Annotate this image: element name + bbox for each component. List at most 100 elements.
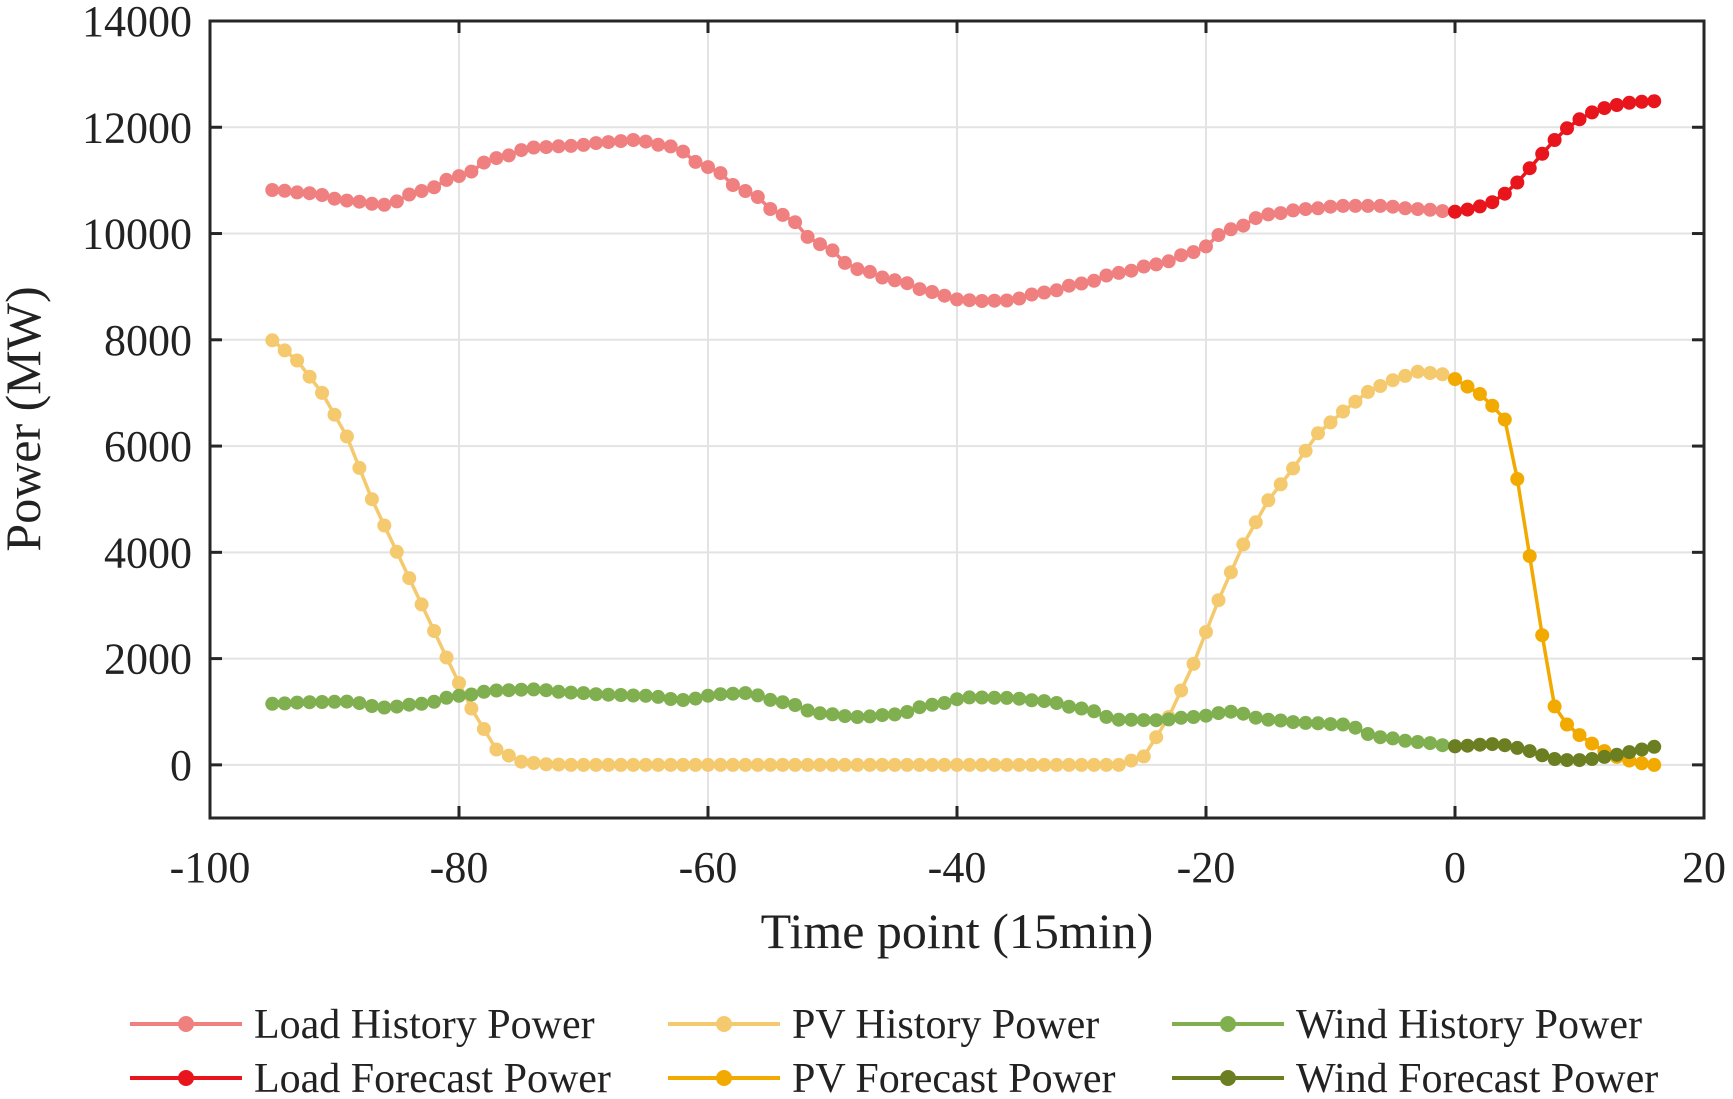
y-tick-label: 14000	[82, 0, 192, 46]
data-point	[1323, 415, 1338, 430]
data-point	[1535, 628, 1550, 643]
data-point	[1622, 745, 1637, 760]
data-point	[613, 134, 628, 149]
data-point	[1535, 748, 1550, 763]
data-point	[339, 193, 354, 208]
data-point	[813, 237, 827, 252]
data-point	[651, 757, 666, 772]
data-point	[1186, 710, 1201, 724]
data-point	[788, 757, 803, 772]
data-point	[364, 492, 379, 507]
data-point	[900, 757, 915, 772]
data-point	[339, 429, 354, 444]
data-point	[1024, 693, 1039, 708]
data-point	[862, 757, 877, 772]
data-point	[327, 694, 342, 709]
data-point	[850, 710, 865, 724]
data-point	[1087, 757, 1101, 772]
legend-label: Load Forecast Power	[254, 1056, 611, 1099]
data-point	[750, 190, 765, 204]
data-point	[1360, 727, 1375, 741]
data-point	[1136, 749, 1151, 764]
data-point	[974, 757, 989, 772]
data-point	[327, 407, 342, 422]
data-point	[1522, 549, 1537, 564]
series-layer	[265, 94, 1662, 772]
data-point	[1211, 228, 1226, 242]
data-point	[626, 688, 641, 703]
data-point	[1236, 706, 1251, 721]
data-point	[514, 682, 529, 697]
data-point	[402, 697, 417, 712]
data-point	[1647, 757, 1662, 772]
data-point	[1273, 206, 1288, 221]
data-point	[265, 183, 280, 197]
data-point	[564, 757, 578, 772]
data-point	[377, 197, 392, 212]
data-point	[576, 137, 591, 152]
data-point	[1174, 683, 1189, 698]
data-point	[526, 682, 541, 697]
data-point	[962, 690, 977, 705]
data-point	[265, 333, 280, 348]
data-point	[1298, 715, 1313, 730]
data-point	[1585, 105, 1599, 120]
data-point	[1585, 736, 1599, 751]
data-point	[638, 134, 653, 149]
x-tick-label: -20	[1177, 843, 1236, 892]
data-point	[937, 696, 952, 710]
data-point	[974, 690, 989, 705]
data-point	[1049, 696, 1064, 710]
data-point	[713, 687, 728, 702]
data-point	[551, 139, 566, 154]
data-point	[912, 700, 927, 715]
data-point	[1062, 278, 1076, 293]
data-point	[464, 164, 479, 179]
data-point	[526, 756, 541, 770]
data-point	[377, 700, 392, 715]
data-point	[539, 140, 554, 155]
data-point	[1161, 254, 1176, 269]
data-point	[1485, 737, 1500, 752]
data-point	[1348, 394, 1363, 409]
data-point	[1087, 273, 1101, 288]
y-tick-label: 8000	[104, 316, 192, 365]
data-point	[638, 757, 653, 772]
data-point	[1248, 710, 1263, 725]
data-point	[1410, 735, 1425, 749]
data-point	[1560, 717, 1574, 732]
data-point	[701, 688, 715, 703]
data-point	[1024, 757, 1039, 772]
data-point	[1634, 756, 1649, 771]
series-line	[272, 138, 1456, 303]
data-point	[1336, 404, 1350, 419]
data-point	[452, 688, 466, 703]
data-point	[439, 172, 454, 187]
data-point	[987, 690, 1002, 705]
data-point	[352, 696, 367, 711]
data-point	[589, 687, 603, 702]
data-point	[1398, 201, 1413, 216]
data-point	[352, 460, 367, 475]
legend-item: PV Forecast Power	[668, 1056, 1116, 1099]
data-point	[1572, 753, 1587, 768]
data-point	[850, 757, 865, 772]
data-point	[1236, 218, 1251, 233]
legend-marker	[716, 1070, 732, 1086]
data-point	[1472, 387, 1487, 401]
data-point	[688, 757, 703, 772]
data-point	[1373, 730, 1388, 745]
x-tick-label: -100	[170, 843, 251, 892]
data-point	[999, 757, 1014, 772]
data-point	[1472, 199, 1487, 214]
data-point	[875, 757, 890, 772]
data-point	[402, 187, 417, 202]
data-point	[1572, 112, 1587, 127]
legend-item: PV History Power	[668, 1002, 1099, 1048]
data-point	[464, 687, 479, 702]
data-point	[1012, 757, 1027, 772]
data-point	[1037, 694, 1052, 709]
data-point	[1049, 283, 1064, 298]
data-point	[1062, 699, 1076, 714]
x-tick-label: 20	[1682, 843, 1726, 892]
